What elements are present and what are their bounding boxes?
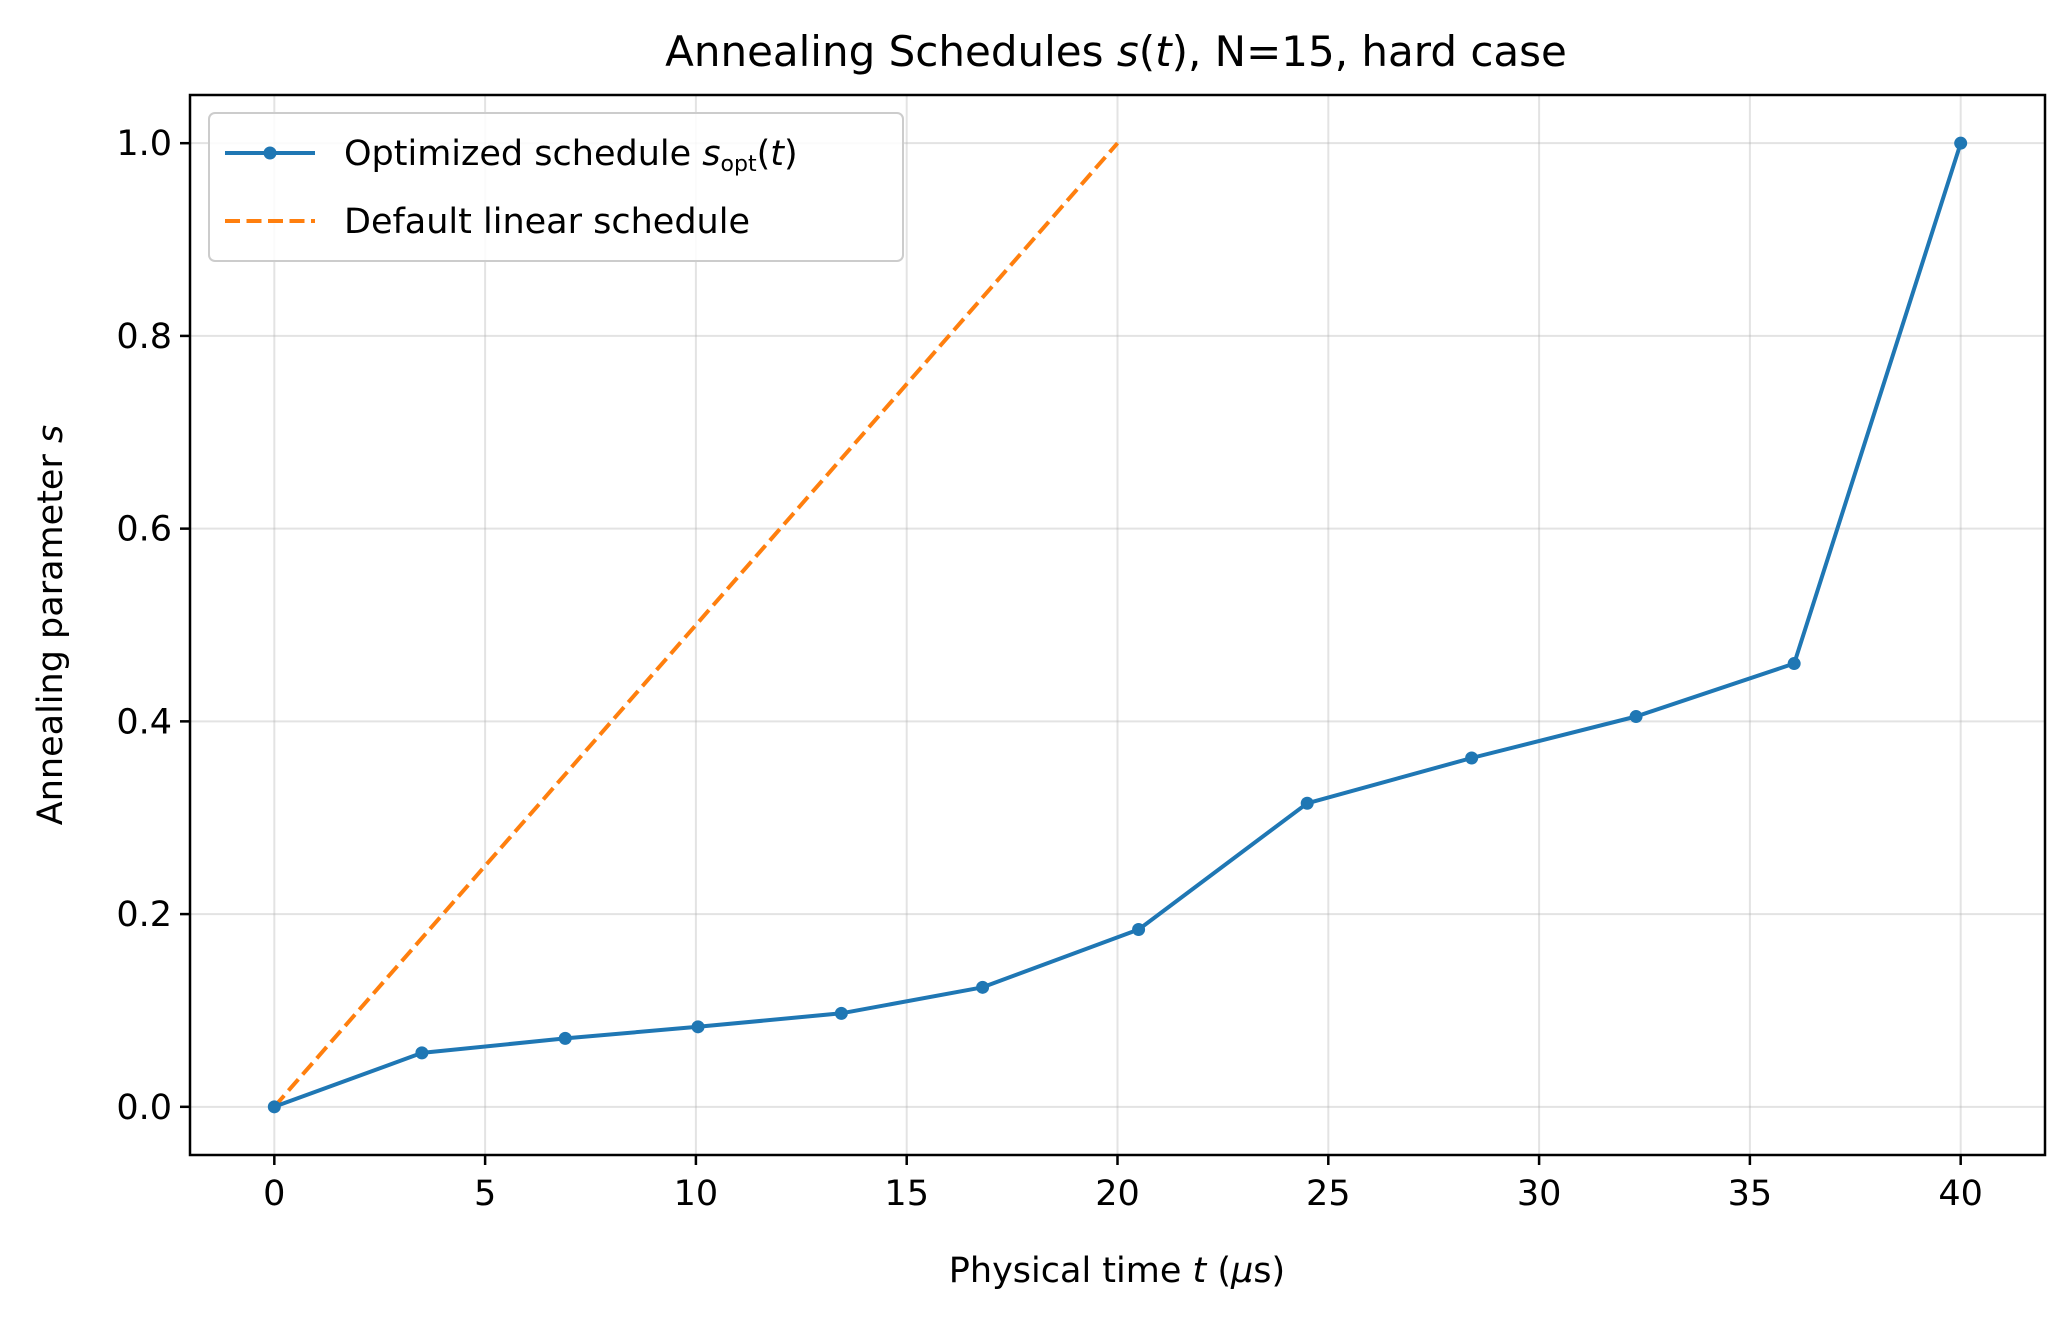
data-point-optimized-schedule: [1954, 136, 1968, 150]
y-tick-label: 0.4: [116, 702, 172, 742]
y-tick-label: 0.6: [116, 510, 172, 550]
series-layer: [267, 136, 1968, 1114]
x-gridlines: [273, 95, 1962, 1155]
data-point-optimized-schedule: [976, 980, 990, 994]
y-tick-label: 0.0: [116, 1088, 172, 1128]
x-tick-label: 5: [474, 1174, 496, 1214]
x-tick-label: 15: [884, 1174, 929, 1214]
y-gridlines: [190, 142, 2045, 1108]
series-line-optimized-schedule: [273, 142, 1963, 1109]
x-tick-label: 40: [1938, 1174, 1983, 1214]
data-point-optimized-schedule: [1300, 796, 1314, 810]
data-point-optimized-schedule: [1629, 710, 1643, 724]
chart-title: Annealing Schedules s(t), N=15, hard cas…: [665, 27, 1567, 76]
y-tick-label: 1.0: [116, 124, 172, 164]
x-tick-label: 10: [674, 1174, 719, 1214]
legend-default-label: Default linear schedule: [344, 202, 750, 242]
data-point-optimized-schedule: [1787, 657, 1801, 671]
x-tick-label: 0: [263, 1174, 285, 1214]
x-axis-label: Physical time t (μs): [949, 1251, 1285, 1291]
y-tick-label: 0.8: [116, 317, 172, 357]
x-tick-label: 25: [1306, 1174, 1351, 1214]
legend-optimized-label: Optimized schedule sopt(t): [344, 134, 798, 177]
data-point-optimized-schedule: [691, 1020, 705, 1034]
x-tick-label: 35: [1728, 1174, 1773, 1214]
series-line-default-linear-schedule: [272, 141, 1120, 1109]
y-tick-label: 0.2: [116, 895, 172, 935]
legend-optimized-marker-icon: [263, 146, 277, 160]
data-point-optimized-schedule: [415, 1046, 429, 1060]
data-point-optimized-schedule: [1132, 923, 1146, 937]
legend-box: [208, 112, 904, 262]
legend: Optimized schedule sopt(t) Default linea…: [208, 112, 904, 262]
y-axis-ticks: 0.0 0.2 0.4 0.6 0.8 1.0: [116, 124, 190, 1128]
x-tick-label: 30: [1517, 1174, 1562, 1214]
x-axis-ticks: 0 5 10 15 20 25 30 35 40: [263, 1155, 1983, 1214]
data-point-optimized-schedule: [558, 1031, 572, 1045]
data-point-optimized-schedule: [1465, 751, 1479, 765]
data-point-optimized-schedule: [834, 1006, 848, 1020]
x-tick-label: 20: [1095, 1174, 1140, 1214]
data-point-optimized-schedule: [267, 1100, 281, 1114]
y-axis-label: Annealing parameter s: [31, 425, 71, 825]
